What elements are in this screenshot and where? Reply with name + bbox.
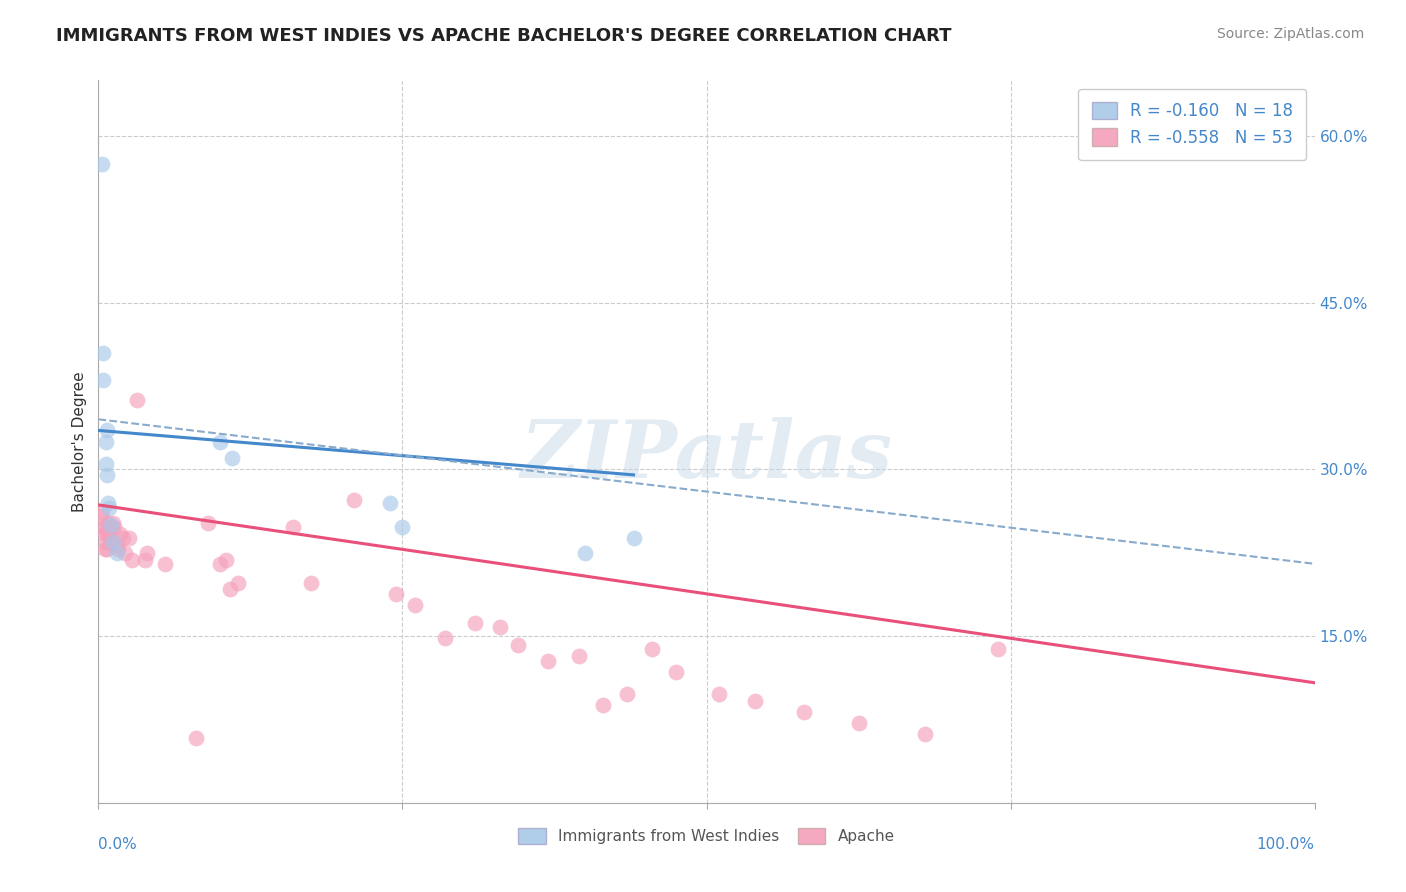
Point (793, 705, 815, 719)
Text: 0.0%: 0.0% (98, 837, 138, 852)
Text: Source: ZipAtlas.com: Source: ZipAtlas.com (1216, 27, 1364, 41)
Point (434, 632, 457, 646)
Point (136, 546, 159, 560)
Text: IMMIGRANTS FROM WEST INDIES VS APACHE BACHELOR'S DEGREE CORRELATION CHART: IMMIGRANTS FROM WEST INDIES VS APACHE BA… (56, 27, 952, 45)
Legend: Immigrants from West Indies, Apache: Immigrants from West Indies, Apache (506, 816, 907, 856)
Point (209, 434, 232, 449)
Point (91, 345, 114, 359)
Point (91, 373, 114, 387)
Point (987, 642, 1010, 657)
Point (299, 575, 322, 590)
Y-axis label: Bachelor's Degree: Bachelor's Degree (72, 371, 87, 512)
Point (91, 156, 114, 170)
Point (404, 598, 426, 612)
Point (488, 620, 510, 634)
Point (848, 715, 870, 730)
Point (94, 520, 117, 534)
Point (380, 496, 402, 510)
Point (100, 534, 122, 549)
Point (226, 575, 249, 590)
Point (96, 542, 118, 557)
Point (592, 698, 614, 712)
Point (215, 553, 238, 567)
Point (385, 587, 408, 601)
Point (616, 687, 638, 701)
Point (914, 727, 936, 741)
Point (197, 516, 219, 530)
Point (121, 553, 143, 567)
Point (94, 434, 117, 449)
Point (98, 526, 121, 541)
Point (105, 538, 128, 552)
Point (101, 516, 124, 530)
Point (94, 457, 117, 471)
Point (91, 520, 114, 534)
Point (155, 557, 177, 571)
Point (623, 531, 645, 545)
Point (110, 526, 132, 541)
Text: 100.0%: 100.0% (1257, 837, 1315, 852)
Point (464, 615, 486, 630)
Point (665, 665, 688, 679)
Point (574, 546, 596, 560)
Text: ZIPatlas: ZIPatlas (520, 417, 893, 495)
Point (641, 642, 664, 657)
Point (118, 531, 141, 545)
Point (707, 687, 730, 701)
Point (105, 546, 128, 560)
Point (281, 520, 304, 534)
Point (391, 520, 413, 534)
Point (96, 526, 118, 541)
Point (111, 531, 134, 545)
Point (184, 731, 207, 746)
Point (93, 526, 115, 541)
Point (97, 516, 120, 530)
Point (103, 520, 125, 534)
Point (96, 424, 118, 438)
Point (100, 517, 122, 532)
Point (114, 546, 136, 560)
Point (506, 638, 529, 652)
Point (343, 493, 366, 508)
Point (100, 520, 122, 534)
Point (218, 582, 240, 597)
Point (93, 542, 115, 557)
Point (209, 557, 232, 571)
Point (94, 534, 117, 549)
Point (537, 653, 560, 667)
Point (107, 542, 129, 557)
Point (96, 467, 118, 482)
Point (568, 649, 591, 664)
Point (98, 501, 121, 516)
Point (90, 508, 112, 523)
Point (744, 693, 766, 707)
Point (101, 534, 124, 549)
Point (127, 393, 149, 408)
Point (91, 505, 114, 519)
Point (221, 451, 243, 466)
Point (97, 496, 120, 510)
Point (134, 553, 156, 567)
